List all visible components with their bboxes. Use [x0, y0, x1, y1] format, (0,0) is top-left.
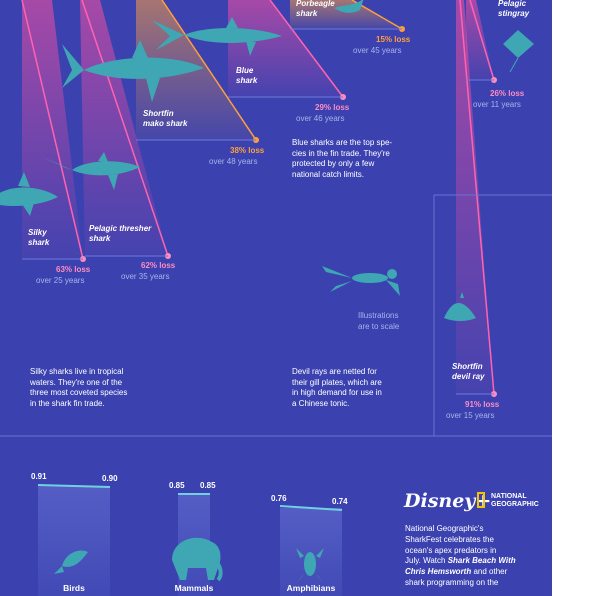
artwork-layer	[0, 0, 552, 596]
pelagic-stingray-loss: 26% loss	[490, 89, 525, 98]
pelagic-stingray-illustration	[503, 30, 534, 73]
silky-shark-illustration	[0, 172, 58, 216]
silky-shark-period: over 25 years	[36, 276, 85, 285]
shortfin-mako-period: over 48 years	[209, 157, 258, 166]
amphibians-start-value: 0.76	[271, 494, 287, 503]
blue-shark-loss: 29% loss	[315, 103, 350, 112]
pelagic-stingray-loss-wedge	[466, 0, 494, 80]
pelagic-thresher-loss: 62% loss	[141, 261, 176, 270]
bird-icon	[54, 550, 88, 574]
devil-ray-note: Devil rays are netted for their gill plat…	[292, 367, 382, 408]
mammals-end-value: 0.85	[200, 481, 216, 490]
pelagic-thresher-period: over 35 years	[121, 272, 170, 281]
blue-shark-period: over 46 years	[296, 114, 345, 123]
pelagic-thresher-loss-line	[81, 0, 169, 257]
porbeagle-loss-wedge	[290, 0, 402, 29]
mammals-start-value: 0.85	[169, 481, 185, 490]
amphibians-bar	[280, 508, 342, 596]
blue-shark-note: Blue sharks are the top spe-cies in the …	[292, 138, 393, 179]
shortfin-mako-label: Shortfin mako shark	[143, 109, 188, 128]
shortfin-devil-ray-loss-wedge	[456, 0, 494, 394]
amphibians-end-value: 0.74	[332, 497, 348, 506]
shortfin-mako-illustration	[62, 40, 204, 102]
blue-shark-loss-line	[269, 0, 344, 98]
elephant-icon	[172, 537, 223, 582]
diver-illustration	[322, 266, 400, 296]
amphibians-category-label: Amphibians	[286, 583, 336, 593]
birds-start-value: 0.91	[31, 472, 47, 481]
birds-end-value: 0.90	[102, 474, 118, 483]
frog-icon	[296, 548, 324, 584]
birds-category-label: Birds	[63, 583, 85, 593]
disney-plus-logo: Disney+	[404, 490, 492, 512]
porbeagle-shark-illustration	[334, 0, 364, 13]
shortfin-devil-ray-period: over 15 years	[446, 411, 495, 420]
blue-shark-label: Blue shark	[236, 66, 258, 85]
pelagic-stingray-loss-line	[469, 0, 495, 81]
promo-text: National Geographic's SharkFest celebrat…	[405, 524, 516, 587]
natgeo-logo-text: NATIONAL GEOGRAPHIC	[491, 493, 539, 508]
infographic-panel: Porbeagle shark 15% loss over 45 years Pe…	[0, 0, 552, 596]
porbeagle-period: over 45 years	[353, 46, 402, 55]
silky-shark-loss: 63% loss	[56, 265, 91, 274]
pelagic-thresher-label: Pelagic thresher shark	[89, 224, 152, 243]
silky-shark-label: Silky shark	[28, 228, 50, 247]
porbeagle-label: Porbeagle shark	[296, 0, 335, 18]
pelagic-stingray-period: over 11 years	[473, 100, 521, 109]
shortfin-devil-ray-label: Shortfin devil ray	[452, 362, 485, 381]
shortfin-mako-loss: 38% loss	[230, 146, 265, 155]
silky-shark-loss-line	[21, 0, 84, 260]
birds-bar	[38, 486, 110, 596]
mammals-category-label: Mammals	[174, 583, 214, 593]
shortfin-mako-loss-line	[161, 0, 257, 141]
shortfin-devil-ray-loss-line	[459, 0, 495, 395]
pelagic-thresher-illustration	[40, 152, 140, 190]
shortfin-devil-ray-loss: 91% loss	[465, 400, 500, 409]
silky-shark-note: Silky sharks live in tropical waters. The…	[30, 367, 128, 408]
porbeagle-loss: 15% loss	[376, 35, 411, 44]
devil-ray-illustration	[444, 292, 476, 321]
natgeo-yellow-box-icon	[477, 492, 485, 508]
birds-bar-top	[37, 484, 111, 488]
scale-note: Illustrations are to scale	[358, 311, 400, 331]
blue-shark-loss-wedge	[228, 0, 343, 97]
pelagic-stingray-label: Pelagic stingray	[498, 0, 530, 18]
amphibians-bar-top	[279, 505, 343, 511]
blue-shark-illustration	[152, 17, 282, 56]
